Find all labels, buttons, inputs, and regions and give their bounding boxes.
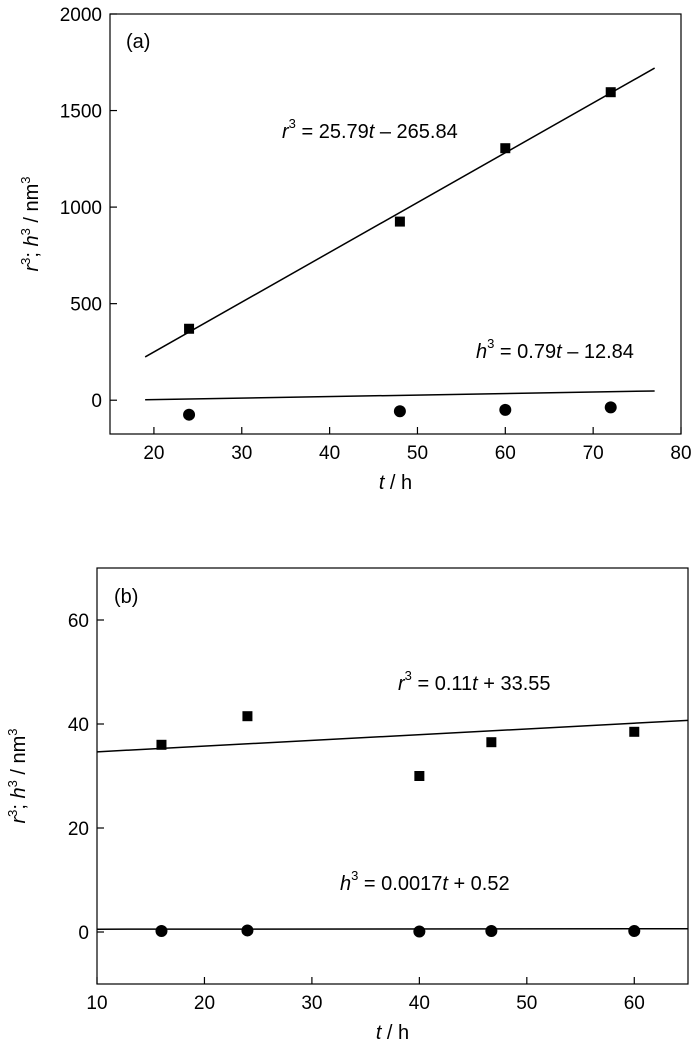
- data-point-r3: [242, 711, 253, 722]
- fit-equation-h3: h3 = 0.79t – 12.84: [476, 336, 634, 363]
- data-point-r3: [184, 323, 195, 334]
- data-point-r3: [500, 143, 511, 154]
- x-tick-label: 40: [409, 993, 430, 1014]
- x-tick-label: 30: [231, 443, 252, 464]
- data-point-h3: [155, 924, 168, 937]
- panel-label: (b): [114, 586, 138, 608]
- y-tick-label: 2000: [60, 5, 102, 26]
- x-tick-label: 70: [583, 443, 604, 464]
- data-point-h3: [499, 403, 512, 416]
- x-tick-label: 60: [624, 993, 645, 1014]
- data-point-h3: [413, 925, 426, 938]
- data-point-h3: [393, 405, 406, 418]
- x-tick-label: 30: [301, 993, 322, 1014]
- data-point-r3: [486, 737, 497, 748]
- fit-line-r3: [144, 67, 656, 358]
- x-tick-label: 20: [194, 993, 215, 1014]
- x-axis-label: t / h: [376, 1022, 409, 1044]
- x-axis-label: t / h: [379, 472, 412, 494]
- y-tick-label: 500: [70, 295, 102, 316]
- y-axis-label: r3; h3 / nm3: [5, 728, 30, 823]
- fit-line-r3: [96, 719, 689, 753]
- x-tick-label: 60: [495, 443, 516, 464]
- fit-equation-r3: r3 = 25.79t – 265.84: [282, 116, 458, 143]
- panel-label: (a): [126, 31, 150, 53]
- data-point-h3: [241, 924, 254, 937]
- data-point-r3: [414, 771, 425, 781]
- data-point-h3: [183, 408, 196, 421]
- x-tick-label: 50: [407, 443, 428, 464]
- x-tick-label: 20: [143, 443, 164, 464]
- chart-panel-b: 10 20 30 40 50 60 0 20 40 60 t / h r3; h3 / nm3 (b) r…: [5, 567, 689, 1044]
- data-point-r3: [394, 216, 405, 227]
- data-point-r3: [156, 739, 167, 750]
- y-tick-label: 1500: [60, 102, 102, 123]
- y-tick-label: 1000: [60, 198, 102, 219]
- y-tick-label: 0: [91, 391, 102, 412]
- data-point-r3: [629, 726, 640, 737]
- plot-frame: [96, 567, 689, 985]
- fit-line-h3: [145, 390, 655, 401]
- data-point-r3: [605, 87, 616, 98]
- y-axis-label: r3; h3 / nm3: [18, 176, 43, 271]
- data-point-h3: [604, 401, 617, 414]
- plot-frame: [109, 13, 682, 435]
- x-tick-label: 80: [670, 443, 691, 464]
- x-tick-label: 10: [86, 993, 107, 1014]
- y-tick-label: 0: [78, 923, 89, 944]
- chart-panel-a: 20 30 40 50 60 70 80 0 500 1000 1500 2000 t / h r3; h…: [18, 5, 692, 494]
- data-point-h3: [485, 924, 498, 937]
- fit-equation-h3: h3 = 0.0017t + 0.52: [340, 868, 510, 895]
- x-tick-label: 40: [319, 443, 340, 464]
- y-tick-label: 20: [68, 819, 89, 840]
- y-tick-label: 40: [68, 715, 89, 736]
- fit-equation-r3: r3 = 0.11t + 33.55: [398, 668, 551, 695]
- y-tick-label: 60: [68, 611, 89, 632]
- data-point-h3: [628, 924, 641, 937]
- x-tick-label: 50: [516, 993, 537, 1014]
